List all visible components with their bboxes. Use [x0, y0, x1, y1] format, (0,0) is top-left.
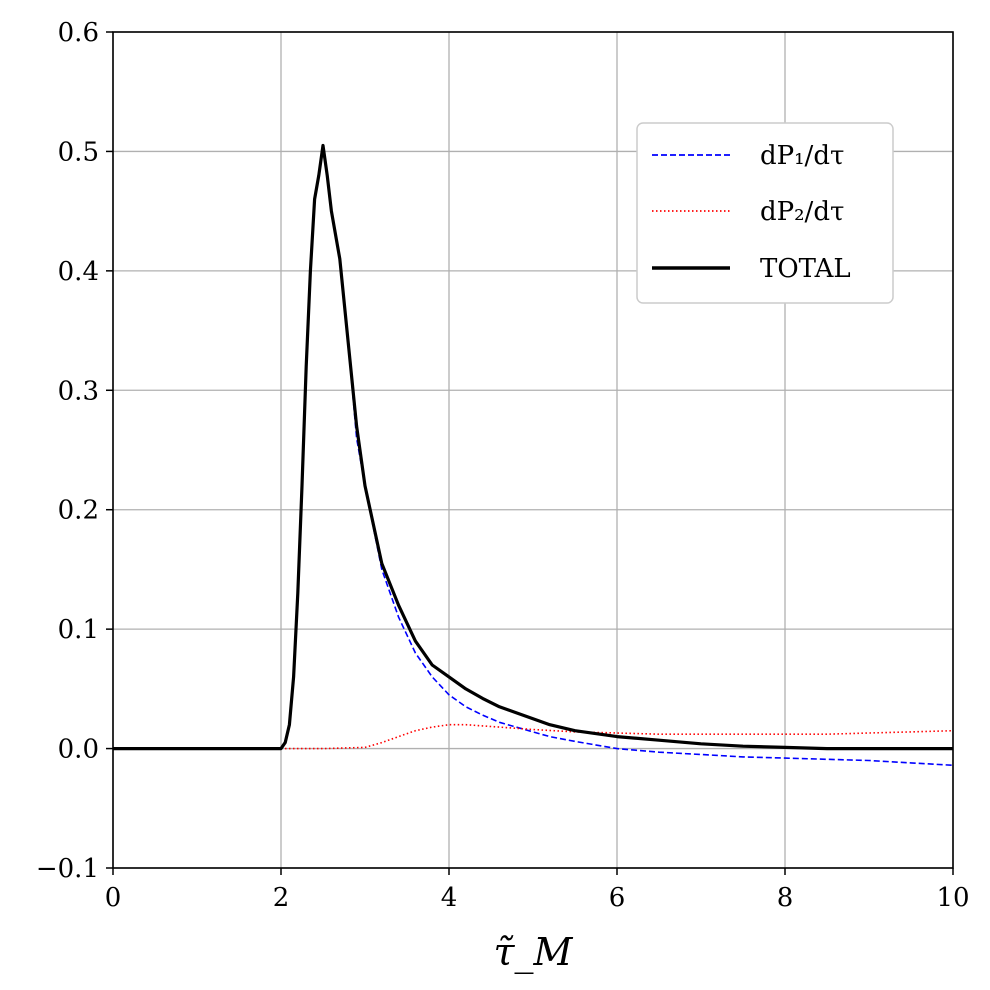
x-axis-label: τ̃_M	[494, 930, 574, 975]
x-tick-label: 0	[105, 883, 122, 913]
y-tick-label: 0.1	[58, 615, 99, 645]
legend: dP₁/dτ dP₂/dτ TOTAL	[636, 122, 894, 304]
legend-box	[636, 122, 894, 304]
legend-label-2: dP₂/dτ	[760, 197, 844, 227]
series-layer	[113, 143, 954, 767]
x-tick-label: 10	[936, 883, 969, 913]
x-tick-label: 6	[609, 883, 626, 913]
y-tick-label: 0.4	[58, 257, 99, 287]
legend-label-1: dP₁/dτ	[760, 141, 844, 171]
plot-frame	[112, 31, 954, 869]
y-tick-label: 0.2	[58, 496, 99, 526]
y-tick-label: 0.3	[58, 376, 99, 406]
x-tick-label: 2	[273, 883, 290, 913]
x-tick-label: 4	[441, 883, 458, 913]
y-tick-label: 0.5	[58, 137, 99, 167]
series-line-3	[113, 143, 953, 751]
y-tick-label: 0.6	[58, 18, 99, 48]
ticks: −0.1 0.0 0.1 0.2 0.3 0.4 0.5 0.6 0 2 4 6 8 10	[36, 18, 970, 913]
legend-label-3: TOTAL	[760, 254, 851, 284]
x-tick-label: 8	[777, 883, 794, 913]
y-tick-label: 0.0	[58, 735, 99, 765]
y-tick-label: −0.1	[36, 854, 99, 884]
series-line-2	[113, 723, 954, 750]
